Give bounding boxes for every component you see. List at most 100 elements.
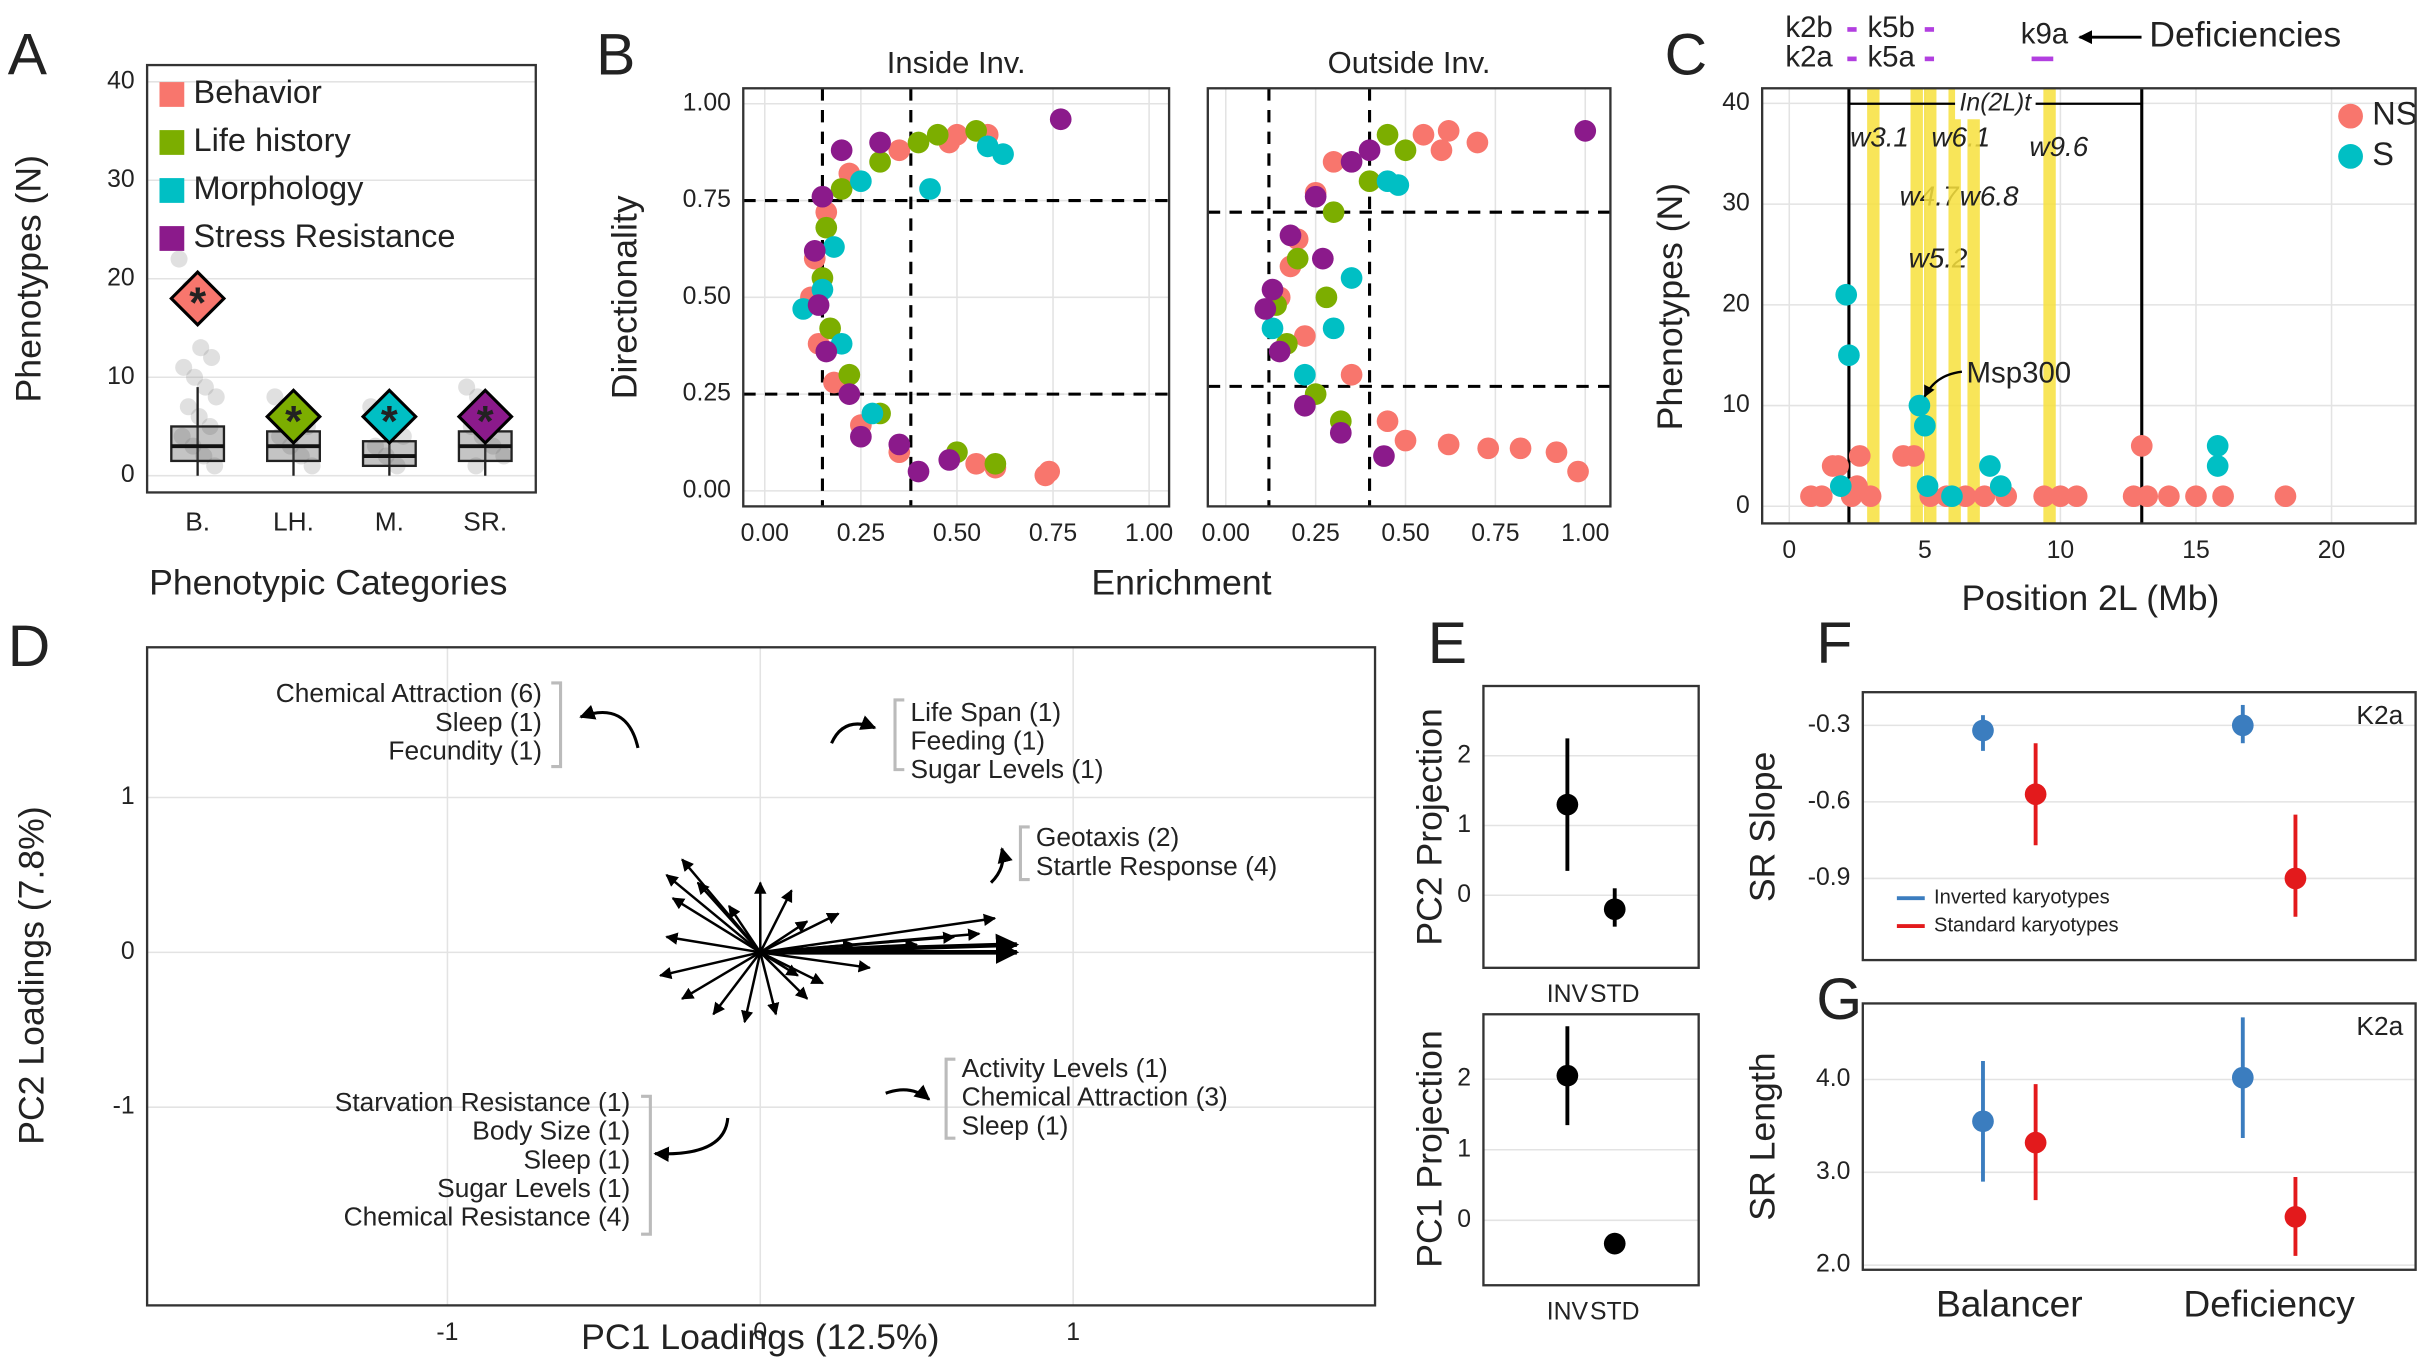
data-point bbox=[2284, 867, 2307, 890]
loading-arrow bbox=[760, 939, 856, 954]
x-axis-title: PC1 Loadings (12.5%) bbox=[581, 1317, 939, 1357]
data-point bbox=[192, 339, 210, 357]
y-tick-label: 2 bbox=[1457, 1065, 1471, 1092]
loading-label: Feeding (1) bbox=[911, 725, 1046, 755]
plot-frame bbox=[1482, 684, 1700, 969]
y-tick-label: 2.0 bbox=[1816, 1251, 1850, 1278]
data-point bbox=[1973, 485, 1996, 508]
legend-label: Standard karyotypes bbox=[1934, 914, 2119, 936]
x-tick-label: 10 bbox=[2047, 537, 2075, 564]
deficiency-span bbox=[1924, 56, 1935, 62]
x-tick-label: SR. bbox=[463, 506, 507, 536]
data-point bbox=[2231, 1066, 2254, 1089]
legend-label: Morphology bbox=[194, 170, 365, 206]
data-point bbox=[203, 349, 221, 367]
y-tick-label: 1 bbox=[121, 783, 135, 810]
loading-label: Chemical Attraction (6) bbox=[276, 678, 542, 708]
x-tick-label: 0.25 bbox=[837, 520, 885, 547]
y-tick-label: 20 bbox=[107, 264, 135, 291]
plot-frame bbox=[1861, 1002, 2417, 1271]
data-point bbox=[830, 139, 853, 162]
legend-swatch bbox=[2338, 103, 2363, 129]
x-tick-label: 0.50 bbox=[933, 520, 981, 547]
data-point bbox=[838, 363, 861, 386]
data-point bbox=[1603, 898, 1626, 921]
y-tick-label: 0 bbox=[1736, 492, 1750, 519]
loading-label: Startle Response (4) bbox=[1036, 851, 1277, 881]
annotation-arrow bbox=[830, 715, 877, 744]
y-tick-label: 30 bbox=[107, 166, 135, 193]
label-bracket bbox=[893, 698, 905, 772]
data-point bbox=[1254, 298, 1277, 320]
data-point bbox=[1322, 317, 1345, 340]
legend-label: Behavior bbox=[194, 74, 322, 110]
data-point bbox=[1315, 286, 1338, 309]
deficiency-span bbox=[1847, 56, 1857, 62]
x-tick-label: STD bbox=[1590, 1299, 1640, 1326]
data-point bbox=[1376, 410, 1399, 433]
data-point bbox=[1322, 151, 1345, 173]
y-tick-label: 40 bbox=[1722, 89, 1750, 116]
deficiency-label: k2b bbox=[1785, 11, 1832, 44]
data-point bbox=[869, 151, 891, 173]
x-tick-label: 0.00 bbox=[741, 520, 789, 547]
loading-label: Life Span (1) bbox=[911, 697, 1062, 727]
data-point bbox=[1261, 278, 1284, 301]
data-point bbox=[1373, 445, 1395, 467]
data-point bbox=[1914, 414, 1936, 437]
data-point bbox=[2033, 485, 2055, 508]
legend-label: Inverted karyotypes bbox=[1934, 886, 2110, 908]
x-axis-title: Phenotypic Categories bbox=[149, 563, 507, 603]
data-point bbox=[819, 317, 841, 340]
data-point bbox=[1941, 485, 1963, 508]
y-tick-label: 0.50 bbox=[683, 283, 731, 310]
band bbox=[2043, 88, 2056, 524]
y-tick-label: 0.00 bbox=[683, 476, 731, 503]
label-background bbox=[1955, 88, 2036, 120]
highlight-label: * bbox=[285, 398, 302, 446]
data-point bbox=[2136, 485, 2159, 508]
data-point bbox=[823, 236, 845, 258]
data-point bbox=[1848, 445, 1871, 467]
x-tick-label: M. bbox=[375, 506, 404, 536]
plot-frame bbox=[1482, 1013, 1700, 1287]
data-point bbox=[1279, 224, 1302, 247]
plot-background bbox=[1862, 692, 2416, 961]
plot-frame bbox=[145, 63, 537, 494]
loading-arrow bbox=[760, 951, 872, 973]
data-point bbox=[266, 388, 284, 406]
data-point bbox=[1838, 344, 1860, 367]
data-point bbox=[175, 358, 193, 376]
x-tick-label: 0 bbox=[753, 1319, 767, 1346]
data-point bbox=[926, 123, 949, 146]
data-point bbox=[869, 131, 891, 154]
highlight-label: * bbox=[381, 398, 398, 446]
deficiency-label: k2a bbox=[1785, 41, 1833, 74]
data-point bbox=[838, 383, 861, 405]
data-point bbox=[1829, 475, 1852, 497]
loading-label: Activity Levels (1) bbox=[962, 1053, 1168, 1083]
data-point bbox=[1509, 437, 1532, 460]
data-point bbox=[458, 378, 476, 396]
data-point bbox=[1294, 394, 1316, 417]
y-tick-label: 1.00 bbox=[683, 89, 731, 116]
data-point bbox=[1972, 1110, 1994, 1133]
loading-arrow bbox=[727, 904, 762, 954]
x-tick-label: B. bbox=[185, 506, 210, 536]
legend-swatch bbox=[159, 178, 185, 203]
annotation-arrow bbox=[1923, 370, 1963, 398]
y-tick-label: 0 bbox=[1457, 1206, 1471, 1233]
loading-arrow bbox=[741, 952, 762, 1024]
panel-annotation: K2a bbox=[2356, 1011, 2403, 1041]
data-point bbox=[1567, 460, 1589, 483]
loading-arrow bbox=[712, 951, 762, 1016]
data-point bbox=[1261, 317, 1284, 340]
loading-arrow bbox=[658, 951, 761, 980]
data-point bbox=[2231, 714, 2254, 737]
data-point bbox=[2130, 435, 2153, 457]
loading-label: Sleep (1) bbox=[435, 707, 542, 737]
data-point bbox=[2274, 485, 2297, 508]
x-tick-label: INV bbox=[1547, 981, 1589, 1008]
legend-label: S bbox=[2372, 136, 2394, 172]
panel-letter: B bbox=[596, 22, 635, 87]
